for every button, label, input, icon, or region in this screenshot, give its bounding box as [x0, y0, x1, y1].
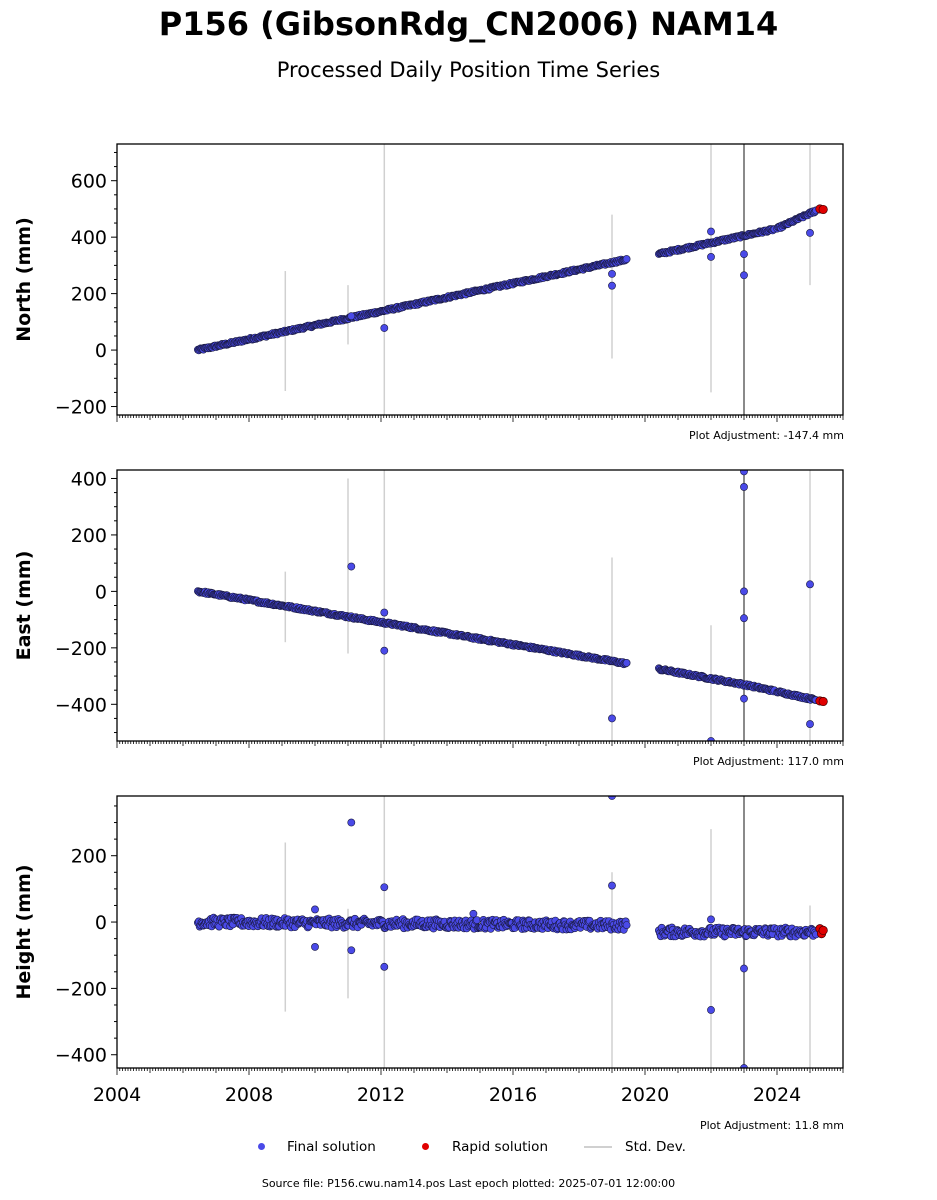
height-outlier-point — [311, 943, 319, 951]
chart-subtitle: Processed Daily Position Time Series — [276, 58, 661, 82]
height-xtick-label: 2020 — [621, 1084, 669, 1106]
north-outlier-point — [806, 229, 814, 237]
north-ytick-label: 0 — [95, 340, 107, 362]
north-outlier-point — [707, 227, 715, 236]
height-rapid-point — [818, 925, 828, 935]
height-ytick-label: −200 — [55, 978, 107, 1000]
east-ytick-label: 400 — [71, 468, 107, 490]
height-outlier-point — [707, 915, 715, 924]
east-outlier-point — [740, 614, 748, 623]
height-final-point — [472, 916, 481, 924]
height-ytick-label: 0 — [95, 912, 107, 934]
legend-stddev-line — [584, 1146, 612, 1148]
north-ytick-label: −200 — [55, 397, 107, 419]
east-outlier-point — [806, 580, 814, 589]
source-footer: Source file: P156.cwu.nam14.pos Last epo… — [261, 1177, 676, 1190]
height-panel: 200 0 −200 −400 2004 2008 2012 2016 2020 2024 Heig… — [13, 795, 844, 1106]
north-plot-adjustment: Plot Adjustment: -147.4 mm — [689, 429, 844, 442]
legend-rapid-marker — [422, 1143, 429, 1150]
east-plot-area — [193, 470, 828, 741]
north-outlier-point — [608, 281, 616, 290]
height-outlier-point — [380, 962, 389, 971]
height-outlier-point — [347, 946, 356, 955]
north-outlier-point — [380, 324, 389, 332]
east-outlier-point — [806, 720, 814, 728]
height-xtick-label: 2008 — [225, 1084, 273, 1106]
east-plot-adjustment: Plot Adjustment: 117.0 mm — [692, 755, 844, 768]
east-ytick-label: 0 — [95, 581, 107, 603]
height-outlier-point — [740, 1064, 748, 1068]
north-outlier-point — [740, 271, 748, 280]
north-outlier-point — [347, 312, 356, 321]
height-outlier-point — [469, 909, 478, 918]
height-xtick-label: 2012 — [357, 1084, 405, 1106]
east-outlier-point — [740, 483, 748, 491]
east-outlier-point — [608, 714, 616, 723]
north-panel: 600 400 200 0 −200 North (mm) — [13, 143, 844, 422]
legend-final-marker — [258, 1143, 265, 1150]
east-outlier-point — [740, 694, 748, 703]
height-ytick-label: −400 — [55, 1045, 107, 1067]
height-outlier-point — [608, 881, 616, 890]
height-outlier-point — [707, 1006, 715, 1014]
east-outlier-point — [740, 470, 748, 476]
height-outlier-point — [380, 883, 389, 892]
north-plot-area — [193, 144, 828, 415]
height-xtick-label: 2004 — [93, 1084, 141, 1106]
east-final-point — [622, 659, 631, 667]
height-xtick-label: 2024 — [753, 1084, 801, 1106]
east-outlier-point — [380, 608, 389, 617]
north-frame — [116, 143, 844, 416]
height-plot-area — [193, 796, 828, 1068]
east-ytick-label: −200 — [55, 638, 107, 660]
height-outlier-point — [311, 905, 319, 914]
east-ytick-label: 200 — [71, 525, 107, 547]
height-ytick-label: 200 — [71, 846, 107, 868]
height-plot-adjustment: Plot Adjustment: 11.8 mm — [699, 1119, 844, 1132]
east-frame — [116, 469, 844, 742]
north-ytick-label: 400 — [71, 227, 107, 249]
east-outlier-point — [740, 587, 748, 596]
height-final-point — [622, 921, 631, 929]
north-final-point — [622, 255, 631, 263]
chart-title: P156 (GibsonRdg_CN2006) NAM14 — [158, 5, 779, 43]
north-outlier-point — [707, 253, 715, 261]
north-outlier-point — [608, 269, 616, 278]
height-xtick-label: 2016 — [489, 1084, 537, 1106]
legend-final-label: Final solution — [287, 1139, 376, 1155]
height-axis-label: Height (mm) — [13, 864, 35, 999]
height-outlier-point — [740, 964, 748, 973]
height-outlier-point — [347, 818, 356, 827]
north-outlier-point — [740, 250, 748, 258]
north-ytick-label: 200 — [71, 284, 107, 306]
east-ytick-label: −400 — [55, 694, 107, 716]
east-outlier-point — [707, 737, 715, 741]
legend-rapid-label: Rapid solution — [452, 1139, 548, 1155]
east-axis-label: East (mm) — [13, 551, 35, 661]
east-outlier-point — [380, 646, 389, 655]
east-rapid-point — [818, 696, 828, 707]
east-outlier-point — [347, 562, 356, 571]
east-panel: 400 200 0 −200 −400 East (mm) — [13, 468, 844, 748]
north-axis-label: North (mm) — [13, 217, 35, 342]
north-rapid-point — [818, 204, 828, 215]
north-ytick-label: 600 — [71, 171, 107, 193]
legend-stddev-label: Std. Dev. — [625, 1139, 686, 1155]
